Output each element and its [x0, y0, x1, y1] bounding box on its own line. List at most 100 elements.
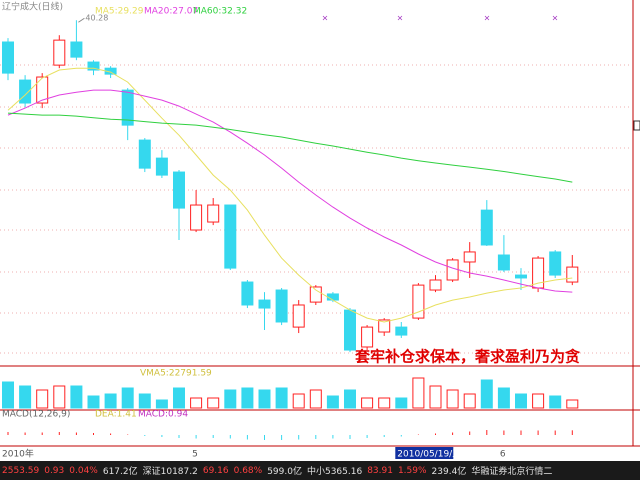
volume-bar — [292, 393, 305, 409]
volume-bar — [155, 399, 168, 409]
candle-body — [138, 139, 151, 169]
candle-body — [275, 289, 288, 323]
annotation: 套牢补仓求保本，奢求盈利乃为贪 — [354, 348, 581, 366]
status-item: 69.16 — [202, 465, 229, 476]
volume-label: VMA5:22791.59 — [140, 369, 212, 379]
volume-bar — [446, 389, 459, 409]
candle-body — [224, 204, 237, 269]
candle-body — [87, 61, 100, 71]
volume-bar — [429, 385, 442, 409]
volume-bar — [104, 393, 117, 409]
volume-bar — [515, 393, 527, 409]
volume-bar — [241, 387, 254, 409]
status-item: 深证10187.2 — [142, 467, 198, 477]
macd-value-label: MACD:0.94 — [138, 410, 188, 420]
candle-body — [378, 319, 391, 333]
macd-label: MACD(12,26,9) — [2, 410, 70, 420]
svg-text:×: × — [552, 14, 559, 23]
status-bar: 2553.59 0.93 0.04% 617.2亿 深证10187.2 69.16 0.68… — [0, 461, 640, 480]
high-pointer — [78, 17, 85, 23]
status-item: 华融证券北京行情二 — [471, 467, 553, 477]
candle-body — [412, 284, 425, 319]
volume-bar — [87, 395, 100, 409]
candle-body — [446, 259, 459, 281]
volume-bar — [326, 395, 339, 409]
volume-bar — [207, 397, 220, 409]
candle-body — [258, 299, 271, 309]
candle-body — [155, 157, 168, 176]
x-tick-label: 2010年 — [2, 448, 34, 460]
candle-body — [361, 326, 374, 348]
candle-body — [326, 293, 339, 301]
candle-body — [463, 251, 476, 263]
volume-bar — [395, 397, 408, 409]
x-tick-label: 6 — [500, 450, 506, 460]
status-item: 0.93 — [44, 465, 65, 476]
candle-body — [309, 286, 322, 303]
candle-body — [344, 309, 356, 351]
x-tick-label: 5 — [192, 450, 198, 460]
volume-bar — [480, 379, 493, 409]
status-item: 599.0亿 — [267, 467, 302, 477]
volume-bar — [53, 385, 66, 409]
candle-body — [19, 79, 32, 104]
volume-bar — [70, 385, 83, 409]
volume-bar — [138, 393, 151, 409]
candle-body — [480, 209, 493, 246]
volume-bar — [258, 389, 271, 409]
dea-label: DEA:1.41 — [95, 410, 137, 420]
legend-entry: MA20:27.07 — [144, 7, 198, 17]
volume-bar — [173, 387, 185, 409]
volume-bar — [532, 393, 545, 409]
volume-bar — [190, 397, 203, 409]
candle-body — [173, 171, 185, 209]
candle-body — [53, 39, 66, 66]
volume-bar — [121, 387, 134, 409]
markers: × × × × — [322, 14, 559, 23]
volume-bar — [361, 397, 374, 409]
volume-bar — [463, 393, 476, 409]
high-label: 40.28 — [85, 14, 108, 23]
candle-body — [395, 326, 408, 336]
volume-bar — [566, 399, 579, 409]
candle-body — [121, 89, 134, 126]
status-item: 2553.59 — [2, 465, 40, 476]
candle-body — [207, 204, 220, 223]
ma-line — [7, 112, 573, 183]
legend-entry: MA5:29.29 — [95, 7, 144, 17]
candle-body — [292, 304, 305, 328]
candle-body — [190, 204, 203, 231]
status-item: 0.68% — [233, 465, 263, 476]
date-cursor — [395, 447, 454, 459]
candle-body — [2, 41, 14, 74]
status-item: 中小5365.16 — [306, 467, 363, 477]
candle-body — [36, 76, 49, 104]
volume-bar — [224, 389, 237, 409]
candle-body — [566, 266, 579, 283]
candle-body — [549, 251, 562, 276]
volume-bar — [497, 387, 510, 409]
svg-text:×: × — [484, 14, 491, 23]
candle-body — [515, 274, 527, 279]
status-item: 239.4亿 — [431, 467, 467, 477]
svg-text:×: × — [322, 14, 329, 23]
volume-bar — [378, 397, 391, 409]
volume-bar — [344, 389, 356, 409]
volume-bar — [412, 377, 425, 409]
ma-line — [7, 67, 573, 323]
volume-bar — [275, 387, 288, 409]
candle-body — [497, 254, 510, 271]
status-item: 83.91 — [367, 465, 393, 476]
svg-text:×: × — [397, 14, 404, 23]
grid — [0, 64, 632, 354]
candle-body — [429, 279, 442, 291]
candle-body — [70, 41, 83, 58]
status-item: 617.2亿 — [102, 467, 138, 477]
status-item: 0.04% — [69, 465, 98, 476]
candle-body — [241, 281, 254, 306]
x-tick-label: 2010/05/19/三 — [397, 450, 461, 460]
axis-marker — [633, 120, 640, 131]
volume-bar — [19, 385, 32, 409]
legend-entry: MA60:32.32 — [193, 7, 247, 17]
